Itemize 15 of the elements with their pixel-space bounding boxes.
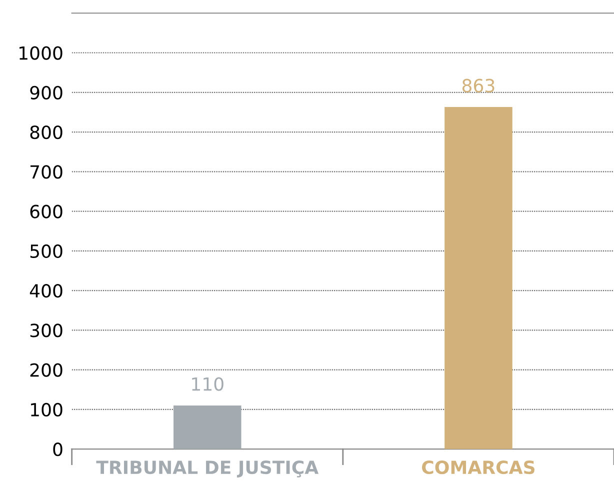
data-label: 110 xyxy=(192,377,224,391)
y-tick-label: 200 xyxy=(30,363,62,377)
y-tick-label: 500 xyxy=(30,244,62,258)
y-tick-label: 1000 xyxy=(20,46,62,60)
y-tick-label: 900 xyxy=(30,86,62,100)
y-tick-label: 600 xyxy=(30,204,62,218)
y-tick-label: 700 xyxy=(30,165,62,179)
y-tick-label: 300 xyxy=(30,324,62,338)
y-tick-label: 800 xyxy=(30,125,62,140)
x-tick-label: COMARCAS xyxy=(422,460,534,474)
data-label: 863 xyxy=(462,78,494,92)
y-tick-label: 100 xyxy=(31,402,62,417)
x-tick-label: TRIBUNAL DE JUSTIÇA xyxy=(96,460,319,478)
y-tick-label: 0 xyxy=(53,442,62,456)
y-tick-label: 400 xyxy=(30,284,62,298)
